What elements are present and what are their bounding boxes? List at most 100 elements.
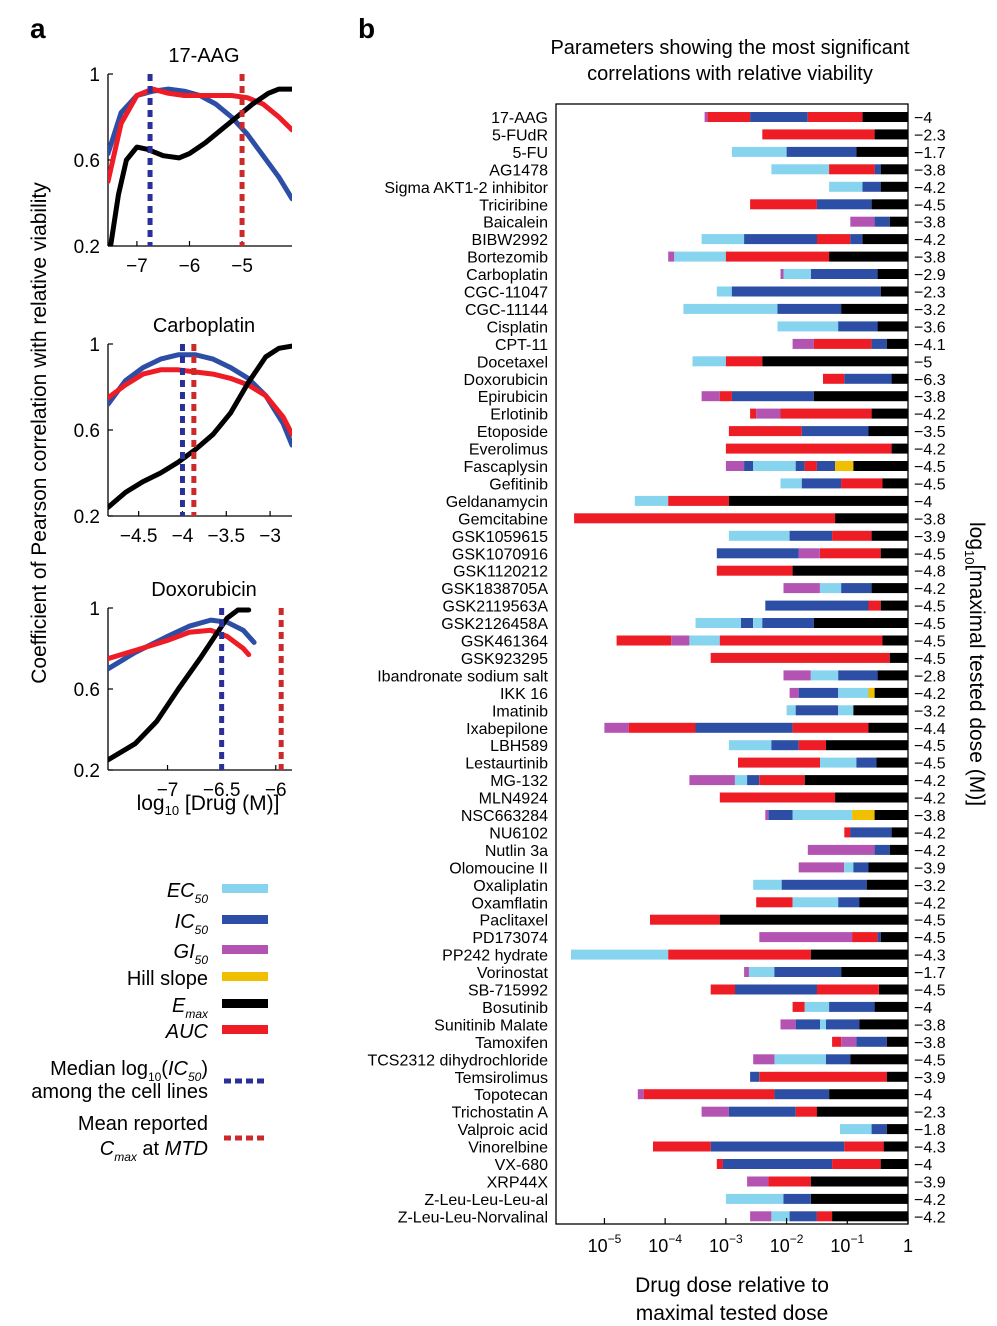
- bar-segment-gi50: [744, 967, 749, 977]
- series-line-ic50: [108, 352, 292, 448]
- bar-row: [792, 1001, 908, 1012]
- bar-segment-gi50: [637, 1089, 644, 1100]
- right-label-part: [maximal tested dose (M)]: [965, 564, 988, 806]
- bar-segment-ic50: [856, 1036, 887, 1047]
- max-dose-label: −4.2: [914, 791, 946, 808]
- bar-row: [765, 810, 908, 820]
- max-dose-label: −4.2: [914, 686, 946, 703]
- bar-segment-ic50: [850, 234, 863, 245]
- max-dose-label: −4.2: [914, 1209, 946, 1226]
- bar-segment-auc: [816, 984, 879, 995]
- bar-segment-auc: [841, 478, 883, 489]
- legend-label: IC50: [175, 911, 209, 937]
- bar-segment-auc: [804, 461, 817, 471]
- x-tick-exponent: −1: [850, 1232, 864, 1246]
- bar-row: [725, 443, 908, 454]
- bar-segment-ec50: [792, 897, 839, 908]
- bar-row: [759, 932, 908, 943]
- category-label: GSK461364: [461, 634, 548, 651]
- bar-segment-ic50: [838, 897, 860, 908]
- x-tick-base: 10: [830, 1236, 850, 1256]
- bar-segment-ec50: [820, 1019, 827, 1030]
- max-dose-label: −2.8: [914, 668, 946, 685]
- category-label: Ibandronate sodium salt: [377, 668, 548, 685]
- bar-segment-auc: [719, 391, 732, 402]
- legend-label: Hill slope: [127, 968, 208, 990]
- bar-segment-ec50: [820, 757, 857, 768]
- y-tick-label: 0.2: [74, 237, 100, 258]
- x-axis-label-line: maximal tested dose: [636, 1302, 829, 1325]
- x-label-sub: 10: [165, 803, 179, 818]
- bar-row: [716, 1159, 908, 1169]
- max-dose-label: −3.9: [914, 1070, 946, 1087]
- bar-segment-hill-slope: [868, 687, 875, 698]
- x-tick-label: −6.5: [203, 780, 241, 801]
- bar-segment-ic50: [716, 548, 799, 559]
- legend-label: GI50: [174, 941, 209, 967]
- bar-segment-ec50: [571, 949, 669, 960]
- x-tick-label: 10−4: [648, 1232, 682, 1256]
- x-tick-label: −6: [265, 780, 287, 801]
- bar-row: [731, 146, 908, 157]
- max-dose-label: −1.7: [914, 145, 946, 162]
- max-dose-label: −4.5: [914, 1052, 946, 1069]
- bar-segment-gi50: [789, 687, 799, 698]
- bar-segment-emax: [877, 670, 908, 681]
- bar-segment-emax: [859, 897, 908, 908]
- bar-segment-emax: [829, 251, 908, 262]
- bar-segment-ic50: [731, 286, 881, 297]
- bar-row: [725, 461, 908, 471]
- max-dose-label: −2.3: [914, 285, 946, 302]
- bar-segment-ic50: [783, 1193, 811, 1204]
- right-label-sub: 10: [962, 550, 977, 564]
- category-label: Baicalein: [483, 215, 548, 232]
- bar-segment-auc: [650, 914, 720, 925]
- bar-segment-gi50: [841, 1036, 857, 1047]
- bar-segment-emax: [835, 513, 908, 524]
- category-label: Paclitaxel: [480, 913, 548, 930]
- max-dose-label: −4: [914, 110, 932, 127]
- legend-label-main: E: [172, 995, 186, 1017]
- bar-segment-auc: [710, 652, 890, 663]
- series-line-auc: [108, 367, 292, 437]
- category-label: GSK1059615: [452, 529, 548, 546]
- max-dose-label: −4.5: [914, 197, 946, 214]
- category-label: BIBW2992: [472, 232, 549, 249]
- bar-row: [710, 652, 908, 663]
- bar-segment-ec50: [753, 879, 782, 890]
- x-tick-exponent: −2: [790, 1232, 804, 1246]
- bar-segment-ec50: [829, 181, 863, 192]
- max-dose-label: −4: [914, 494, 932, 511]
- bar-segment-emax: [816, 1106, 908, 1117]
- bar-segment-emax: [728, 495, 908, 506]
- bar-segment-emax: [762, 356, 908, 367]
- bar-segment-ec50: [725, 1193, 784, 1204]
- x-tick-label: 10−2: [770, 1232, 804, 1256]
- bar-segment-emax: [880, 181, 908, 192]
- bar-segment-emax: [813, 618, 908, 628]
- bar-segment-auc: [823, 373, 845, 384]
- max-dose-label: −3.8: [914, 215, 946, 232]
- bar-segment-gi50: [701, 1106, 729, 1117]
- bar-segment-gi50: [850, 216, 875, 227]
- panel-label-a: a: [30, 13, 46, 44]
- plot-frame: [555, 103, 909, 1225]
- category-label: Nutlin 3a: [485, 843, 548, 860]
- bar-segment-emax: [876, 757, 908, 768]
- legend-swatch-emax: [222, 999, 268, 1008]
- category-label: GSK923295: [461, 651, 548, 668]
- category-label: GSK1120212: [453, 564, 548, 581]
- series-line-auc: [108, 627, 252, 662]
- bar-segment-ec50: [777, 321, 839, 332]
- bar-segment-gi50: [704, 112, 708, 122]
- bar-row: [716, 286, 908, 297]
- bar-segment-auc: [780, 408, 872, 419]
- bar-segment-emax: [810, 949, 908, 960]
- bar-segment-ec50: [838, 705, 854, 716]
- bar-row: [728, 740, 908, 751]
- x-tick-exponent: −5: [608, 1232, 622, 1246]
- max-dose-label: −4.2: [914, 843, 946, 860]
- bar-segment-ic50: [744, 461, 754, 471]
